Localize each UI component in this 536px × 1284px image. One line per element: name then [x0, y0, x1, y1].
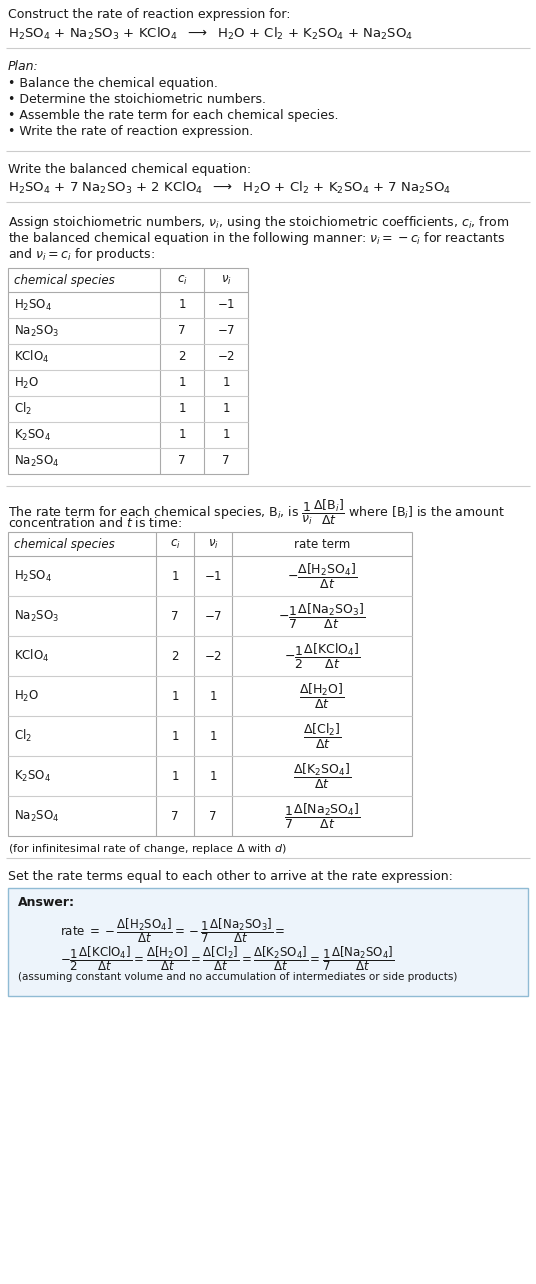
Text: 2: 2: [178, 351, 186, 363]
Text: Cl$_2$: Cl$_2$: [14, 728, 32, 743]
Text: Write the balanced chemical equation:: Write the balanced chemical equation:: [8, 163, 251, 176]
Text: Set the rate terms equal to each other to arrive at the rate expression:: Set the rate terms equal to each other t…: [8, 871, 453, 883]
Text: 1: 1: [209, 690, 217, 702]
Text: $-\dfrac{\Delta[\mathrm{H_2SO_4}]}{\Delta t}$: $-\dfrac{\Delta[\mathrm{H_2SO_4}]}{\Delt…: [287, 561, 357, 591]
Text: $-7$: $-7$: [217, 325, 235, 338]
Text: $\nu_i$: $\nu_i$: [221, 273, 232, 288]
Text: 1: 1: [222, 402, 230, 416]
Text: 7: 7: [209, 809, 217, 823]
Text: $\dfrac{\Delta[\mathrm{Cl_2}]}{\Delta t}$: $\dfrac{\Delta[\mathrm{Cl_2}]}{\Delta t}…: [303, 722, 341, 751]
Text: 1: 1: [178, 402, 186, 416]
Text: H$_2$O: H$_2$O: [14, 688, 39, 704]
Bar: [8, 268, 248, 474]
Text: $-\dfrac{1}{7}\dfrac{\Delta[\mathrm{Na_2SO_3}]}{\Delta t}$: $-\dfrac{1}{7}\dfrac{\Delta[\mathrm{Na_2…: [278, 601, 366, 630]
Text: KClO$_4$: KClO$_4$: [14, 349, 49, 365]
Text: and $\nu_i = c_i$ for products:: and $\nu_i = c_i$ for products:: [8, 247, 155, 263]
Text: 1: 1: [178, 429, 186, 442]
Text: $c_i$: $c_i$: [177, 273, 188, 288]
Text: Cl$_2$: Cl$_2$: [14, 401, 32, 417]
Text: rate term: rate term: [294, 538, 350, 551]
Text: • Assemble the rate term for each chemical species.: • Assemble the rate term for each chemic…: [8, 109, 339, 122]
Text: • Determine the stoichiometric numbers.: • Determine the stoichiometric numbers.: [8, 92, 266, 107]
Text: • Balance the chemical equation.: • Balance the chemical equation.: [8, 77, 218, 90]
Text: concentration and $t$ is time:: concentration and $t$ is time:: [8, 516, 182, 530]
Text: $-7$: $-7$: [204, 610, 222, 623]
Text: chemical species: chemical species: [14, 538, 115, 551]
Text: Na$_2$SO$_4$: Na$_2$SO$_4$: [14, 809, 59, 823]
Text: 1: 1: [222, 376, 230, 389]
Text: H$_2$O: H$_2$O: [14, 375, 39, 390]
Text: 7: 7: [171, 610, 178, 623]
Text: Assign stoichiometric numbers, $\nu_i$, using the stoichiometric coefficients, $: Assign stoichiometric numbers, $\nu_i$, …: [8, 214, 509, 231]
Text: 1: 1: [178, 298, 186, 312]
Text: H$_2$SO$_4$ + Na$_2$SO$_3$ + KClO$_4$  $\longrightarrow$  H$_2$O + Cl$_2$ + K$_2: H$_2$SO$_4$ + Na$_2$SO$_3$ + KClO$_4$ $\…: [8, 26, 413, 42]
Text: 7: 7: [178, 455, 186, 467]
Bar: [8, 889, 528, 996]
Text: KClO$_4$: KClO$_4$: [14, 648, 49, 664]
Text: • Write the rate of reaction expression.: • Write the rate of reaction expression.: [8, 125, 253, 137]
Text: Na$_2$SO$_3$: Na$_2$SO$_3$: [14, 609, 59, 624]
Text: 1: 1: [171, 570, 178, 583]
Text: 1: 1: [209, 769, 217, 782]
Text: 1: 1: [178, 376, 186, 389]
Text: Answer:: Answer:: [18, 896, 75, 909]
Text: $\dfrac{\Delta[\mathrm{K_2SO_4}]}{\Delta t}$: $\dfrac{\Delta[\mathrm{K_2SO_4}]}{\Delta…: [293, 761, 351, 791]
Text: $-\dfrac{1}{2}\dfrac{\Delta[\mathrm{KClO_4}]}{\Delta t}$: $-\dfrac{1}{2}\dfrac{\Delta[\mathrm{KClO…: [284, 642, 360, 670]
Text: $-2$: $-2$: [217, 351, 235, 363]
Text: $\dfrac{\Delta[\mathrm{H_2O}]}{\Delta t}$: $\dfrac{\Delta[\mathrm{H_2O}]}{\Delta t}…: [299, 682, 345, 710]
Text: $-\dfrac{1}{2}\dfrac{\Delta[\mathrm{KClO_4}]}{\Delta t} = \dfrac{\Delta[\mathrm{: $-\dfrac{1}{2}\dfrac{\Delta[\mathrm{KClO…: [60, 944, 394, 973]
Text: 1: 1: [171, 769, 178, 782]
Text: H$_2$SO$_4$: H$_2$SO$_4$: [14, 298, 52, 312]
Text: Na$_2$SO$_4$: Na$_2$SO$_4$: [14, 453, 59, 469]
Text: $-1$: $-1$: [217, 298, 235, 312]
Text: Construct the rate of reaction expression for:: Construct the rate of reaction expressio…: [8, 8, 291, 21]
Text: chemical species: chemical species: [14, 273, 115, 288]
Text: H$_2$SO$_4$ + 7 Na$_2$SO$_3$ + 2 KClO$_4$  $\longrightarrow$  H$_2$O + Cl$_2$ + : H$_2$SO$_4$ + 7 Na$_2$SO$_3$ + 2 KClO$_4…: [8, 180, 451, 196]
Text: $c_i$: $c_i$: [170, 538, 180, 551]
Text: (assuming constant volume and no accumulation of intermediates or side products): (assuming constant volume and no accumul…: [18, 972, 457, 982]
Text: $\nu_i$: $\nu_i$: [207, 538, 218, 551]
Text: 7: 7: [178, 325, 186, 338]
Text: K$_2$SO$_4$: K$_2$SO$_4$: [14, 428, 51, 443]
Text: 7: 7: [171, 809, 178, 823]
Text: $\dfrac{1}{7}\dfrac{\Delta[\mathrm{Na_2SO_4}]}{\Delta t}$: $\dfrac{1}{7}\dfrac{\Delta[\mathrm{Na_2S…: [284, 801, 360, 831]
Text: Na$_2$SO$_3$: Na$_2$SO$_3$: [14, 324, 59, 339]
Text: $-1$: $-1$: [204, 570, 222, 583]
Text: (for infinitesimal rate of change, replace $\Delta$ with $d$): (for infinitesimal rate of change, repla…: [8, 842, 287, 856]
Text: $-2$: $-2$: [204, 650, 222, 663]
Text: the balanced chemical equation in the following manner: $\nu_i = -c_i$ for react: the balanced chemical equation in the fo…: [8, 230, 505, 247]
Bar: [8, 532, 412, 836]
Text: Plan:: Plan:: [8, 60, 39, 73]
Text: H$_2$SO$_4$: H$_2$SO$_4$: [14, 569, 52, 583]
Text: The rate term for each chemical species, B$_i$, is $\dfrac{1}{\nu_i}\dfrac{\Delt: The rate term for each chemical species,…: [8, 498, 505, 528]
Text: K$_2$SO$_4$: K$_2$SO$_4$: [14, 768, 51, 783]
Text: 2: 2: [171, 650, 178, 663]
Text: 1: 1: [222, 429, 230, 442]
Text: 1: 1: [171, 690, 178, 702]
Text: rate $= -\dfrac{\Delta[\mathrm{H_2SO_4}]}{\Delta t} = -\dfrac{1}{7}\dfrac{\Delta: rate $= -\dfrac{\Delta[\mathrm{H_2SO_4}]…: [60, 915, 286, 945]
Text: 7: 7: [222, 455, 230, 467]
Text: 1: 1: [209, 729, 217, 742]
Text: 1: 1: [171, 729, 178, 742]
